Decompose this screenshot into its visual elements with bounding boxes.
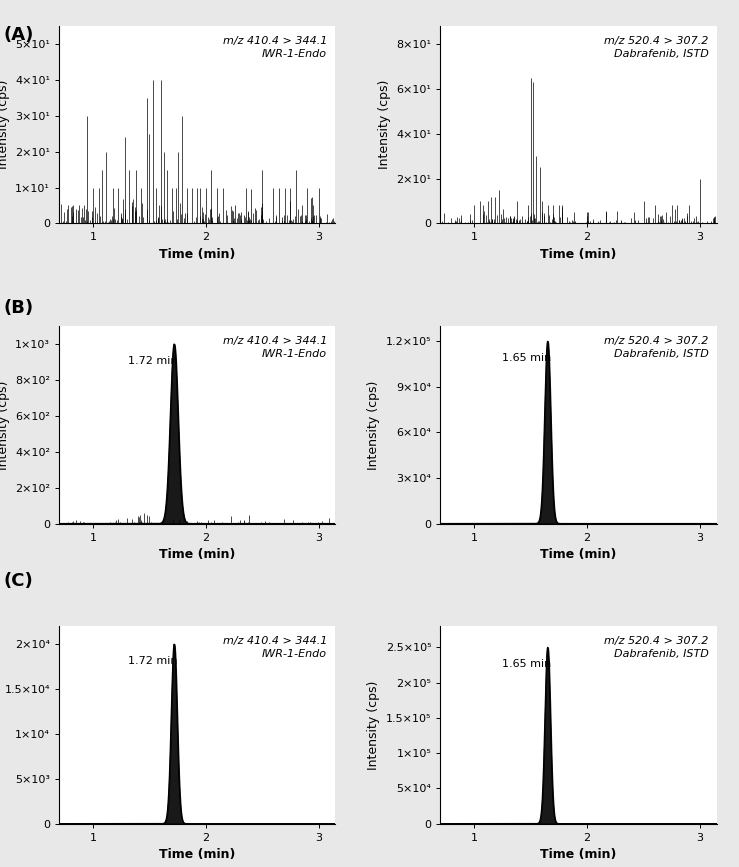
Text: m/z 410.4 > 344.1
IWR-1-Endo: m/z 410.4 > 344.1 IWR-1-Endo: [222, 36, 327, 59]
Text: m/z 520.4 > 307.2
Dabrafenib, ISTD: m/z 520.4 > 307.2 Dabrafenib, ISTD: [605, 36, 709, 59]
Text: 1.72 min: 1.72 min: [128, 655, 177, 666]
Text: 1.65 min: 1.65 min: [502, 353, 551, 363]
X-axis label: Time (min): Time (min): [540, 548, 617, 561]
Text: m/z 520.4 > 307.2
Dabrafenib, ISTD: m/z 520.4 > 307.2 Dabrafenib, ISTD: [605, 636, 709, 659]
X-axis label: Time (min): Time (min): [540, 848, 617, 861]
Text: m/z 410.4 > 344.1
IWR-1-Endo: m/z 410.4 > 344.1 IWR-1-Endo: [222, 636, 327, 659]
Y-axis label: Intensity (cps): Intensity (cps): [0, 80, 10, 169]
X-axis label: Time (min): Time (min): [159, 248, 236, 261]
Text: m/z 520.4 > 307.2
Dabrafenib, ISTD: m/z 520.4 > 307.2 Dabrafenib, ISTD: [605, 336, 709, 359]
Text: 1.72 min: 1.72 min: [128, 355, 177, 366]
Text: (A): (A): [4, 26, 34, 44]
Y-axis label: Intensity (cps): Intensity (cps): [0, 380, 10, 470]
X-axis label: Time (min): Time (min): [159, 848, 236, 861]
Y-axis label: Intensity (cps): Intensity (cps): [367, 681, 381, 770]
Text: (B): (B): [4, 299, 34, 317]
Y-axis label: Intensity (cps): Intensity (cps): [367, 380, 381, 470]
Text: 1.65 min: 1.65 min: [502, 659, 551, 668]
X-axis label: Time (min): Time (min): [540, 248, 617, 261]
X-axis label: Time (min): Time (min): [159, 548, 236, 561]
Text: m/z 410.4 > 344.1
IWR-1-Endo: m/z 410.4 > 344.1 IWR-1-Endo: [222, 336, 327, 359]
Text: (C): (C): [4, 572, 33, 590]
Y-axis label: Intensity (cps): Intensity (cps): [378, 80, 391, 169]
